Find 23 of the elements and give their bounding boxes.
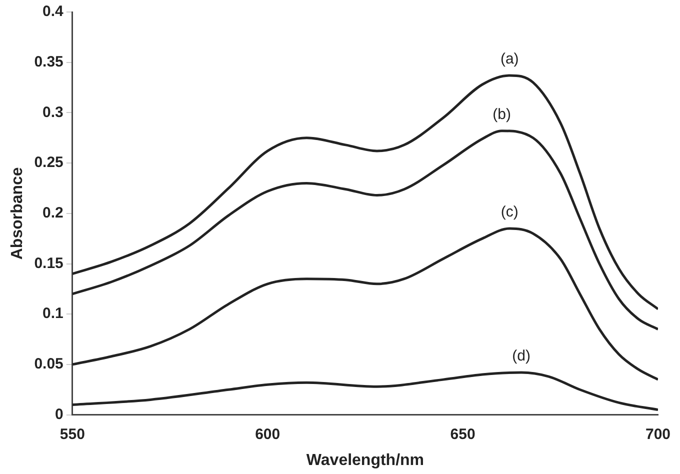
y-tick-label: 0.2 bbox=[42, 204, 64, 222]
series-label: (b) bbox=[492, 106, 512, 123]
x-tick-label: 600 bbox=[255, 426, 280, 443]
y-tick-label: 0.4 bbox=[42, 3, 64, 20]
y-tick-label: 0.3 bbox=[42, 104, 64, 121]
line-series bbox=[72, 130, 658, 330]
y-tick-label: 0.05 bbox=[34, 356, 64, 373]
line-series bbox=[72, 227, 658, 381]
x-tick-label: 650 bbox=[450, 426, 476, 443]
series-label: (a) bbox=[500, 50, 519, 68]
y-tick-label: 0 bbox=[55, 406, 64, 423]
y-tick-label: 0.25 bbox=[34, 154, 64, 172]
y-axis-title: Absorbance bbox=[9, 167, 26, 260]
y-tick-label: 0.1 bbox=[42, 305, 64, 322]
x-tick-label: 700 bbox=[645, 426, 671, 443]
y-tick-label: 0.15 bbox=[34, 254, 64, 272]
line-series bbox=[72, 371, 658, 412]
x-tick-label: 550 bbox=[60, 426, 85, 443]
x-axis-title: Wavelength/nm bbox=[306, 452, 424, 469]
series-label: (c) bbox=[500, 204, 518, 221]
line-series bbox=[72, 74, 658, 310]
y-tick-label: 0.35 bbox=[34, 53, 64, 70]
series-label: (d) bbox=[512, 348, 531, 365]
